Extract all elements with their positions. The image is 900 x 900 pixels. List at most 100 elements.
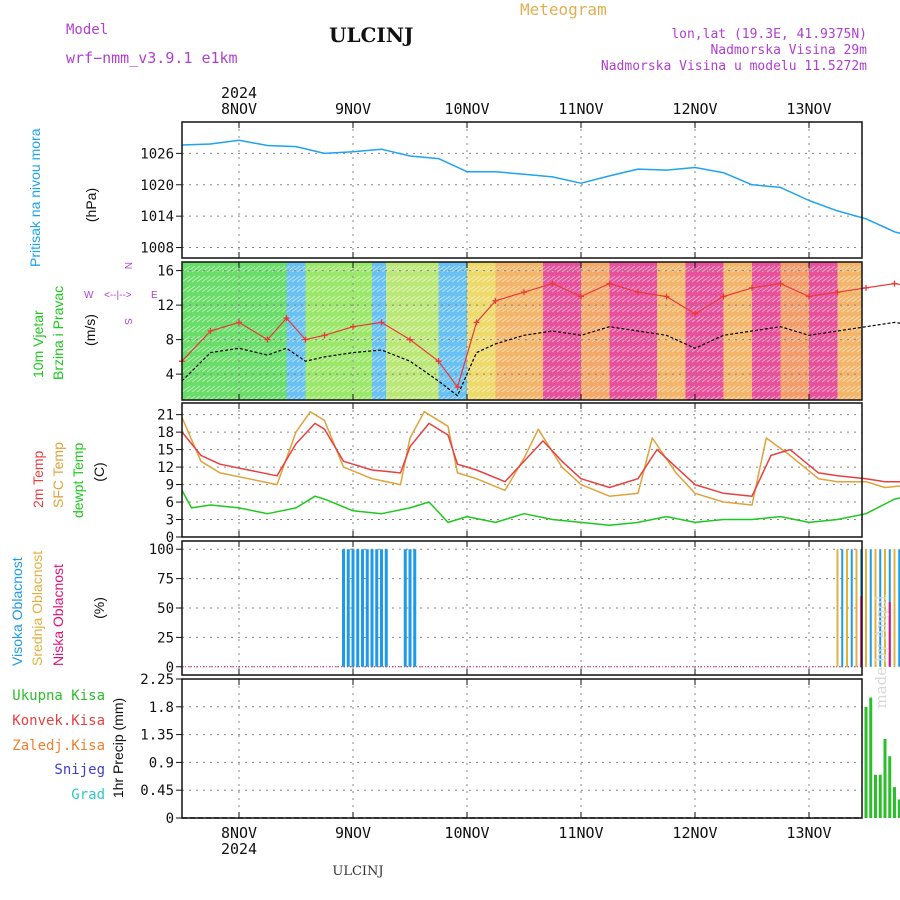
wind-barb bbox=[796, 385, 806, 393]
wind-barb bbox=[326, 285, 336, 293]
wind-barb bbox=[576, 325, 586, 333]
wind-barb bbox=[616, 305, 626, 313]
wind-barb bbox=[431, 275, 441, 283]
wind-barb bbox=[341, 375, 351, 383]
wind-barb bbox=[226, 295, 236, 303]
wind-barb bbox=[701, 385, 711, 393]
wind-barb bbox=[751, 375, 761, 383]
wind-barb bbox=[461, 335, 471, 343]
wind-barb bbox=[806, 295, 816, 303]
gust-marker bbox=[635, 289, 641, 296]
wind-barb bbox=[706, 395, 716, 403]
wind-barb bbox=[566, 295, 576, 303]
wind-barb bbox=[416, 265, 426, 273]
wind-barb bbox=[821, 275, 831, 283]
wind-barb bbox=[551, 315, 561, 323]
wind-barb bbox=[516, 385, 526, 393]
wind-barb bbox=[446, 275, 456, 283]
wind-barb bbox=[241, 345, 251, 353]
wind-barb bbox=[301, 315, 311, 323]
wind-barb bbox=[361, 355, 371, 363]
wind-barb bbox=[651, 285, 661, 293]
wind-barb bbox=[191, 375, 201, 383]
wind-barb bbox=[506, 395, 516, 403]
wind-barb bbox=[421, 305, 431, 313]
wind-barb bbox=[806, 305, 816, 313]
wind-barb bbox=[656, 335, 666, 343]
wind-barb bbox=[221, 375, 231, 383]
wind-barb bbox=[251, 305, 261, 313]
wind-barb bbox=[236, 275, 246, 283]
wind-barb bbox=[401, 355, 411, 363]
wind-barb bbox=[491, 325, 501, 333]
y-tick-label: 8 bbox=[166, 333, 174, 349]
wind-barb bbox=[306, 275, 316, 283]
wind-barb bbox=[726, 285, 736, 293]
wind-barb bbox=[516, 335, 526, 343]
wind-barb bbox=[586, 315, 596, 323]
wind-barb bbox=[746, 295, 756, 303]
day-label-top: 8NOV bbox=[221, 100, 257, 118]
wind-barb bbox=[611, 335, 621, 343]
wind-barb bbox=[626, 315, 636, 323]
wind-barb bbox=[321, 375, 331, 383]
wind-barb bbox=[321, 355, 331, 363]
wind-barb bbox=[321, 295, 331, 303]
gust-marker bbox=[692, 310, 698, 317]
wind-barb bbox=[201, 395, 211, 403]
wind-barb bbox=[571, 365, 581, 373]
wind-barb bbox=[331, 265, 341, 273]
wind-barb bbox=[346, 295, 356, 303]
wind-barb bbox=[541, 305, 551, 313]
wind-barb bbox=[616, 355, 626, 363]
wind-barb bbox=[781, 315, 791, 323]
wind-barb bbox=[701, 285, 711, 293]
cloud-bar bbox=[346, 549, 350, 667]
wind-barb bbox=[671, 305, 681, 313]
wind-speed-line bbox=[181, 321, 900, 397]
wind-barb bbox=[426, 325, 436, 333]
wind-barb bbox=[621, 345, 631, 353]
wind-barb bbox=[596, 345, 606, 353]
wind-barb bbox=[556, 385, 566, 393]
wind-barb bbox=[571, 325, 581, 333]
wind-barb bbox=[851, 395, 861, 403]
wind-barb bbox=[466, 385, 476, 393]
wind-barb bbox=[746, 375, 756, 383]
panel-frame bbox=[181, 261, 863, 401]
wind-barb bbox=[206, 385, 216, 393]
wind-barb bbox=[191, 305, 201, 313]
wind-barb bbox=[821, 315, 831, 323]
wind-barb bbox=[211, 375, 221, 383]
wind-barb bbox=[361, 375, 371, 383]
wind-barb bbox=[386, 285, 396, 293]
wind-barb bbox=[391, 365, 401, 373]
wind-barb bbox=[806, 345, 816, 353]
wind-barb bbox=[596, 305, 606, 313]
dew-title: dewpt Temp bbox=[70, 443, 86, 518]
wind-barb bbox=[806, 285, 816, 293]
precip-unit: 1hr Precip (mm) bbox=[110, 698, 126, 798]
wind-barb bbox=[366, 355, 376, 363]
wind-barb bbox=[496, 325, 506, 333]
product-title: Meteogram bbox=[520, 0, 607, 19]
wind-barb bbox=[291, 265, 301, 273]
wind-barb bbox=[586, 285, 596, 293]
wind-barb bbox=[281, 285, 291, 293]
mid-cloud-title: Srednja Oblacnost bbox=[29, 551, 45, 666]
wind-barb bbox=[561, 375, 571, 383]
gust-marker bbox=[283, 315, 290, 322]
wind-barb bbox=[546, 345, 556, 353]
wind-barb bbox=[191, 385, 201, 393]
wind-barb bbox=[291, 355, 301, 363]
wind-barb bbox=[531, 295, 541, 303]
wind-barb bbox=[246, 315, 256, 323]
wind-barb bbox=[381, 295, 391, 303]
wind-barb bbox=[411, 305, 421, 313]
wind-barb bbox=[366, 335, 376, 343]
wind-barb bbox=[536, 385, 546, 393]
wind-barb bbox=[696, 315, 706, 323]
wind-barb bbox=[521, 335, 531, 343]
